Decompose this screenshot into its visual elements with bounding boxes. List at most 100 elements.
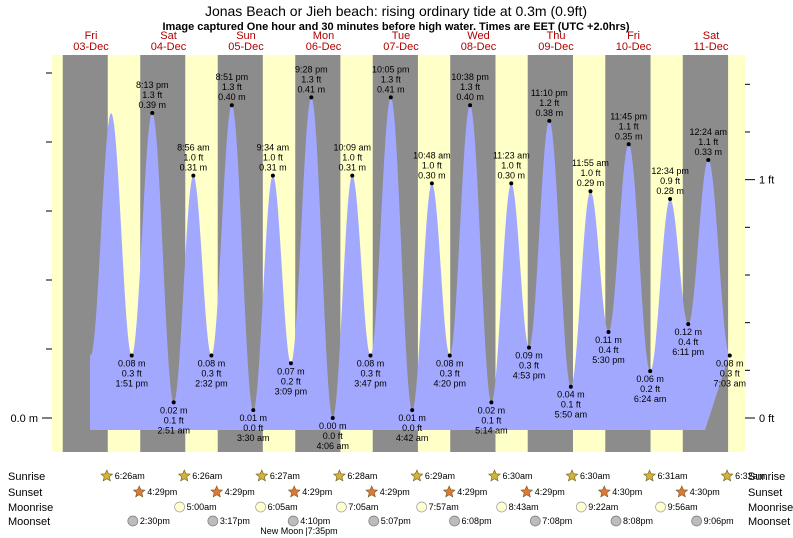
high-tide-metres: 0.41 m <box>377 84 405 94</box>
sunset-time: 4:30pm <box>690 487 720 497</box>
high-tide-point <box>706 157 711 162</box>
daylight-band <box>52 55 63 452</box>
high-tide-metres: 0.30 m <box>418 170 446 180</box>
high-tide-time: 10:38 pm <box>451 72 489 82</box>
sunrise-icon <box>332 469 346 482</box>
low-tide-feet: 0.1 ft <box>481 415 502 425</box>
high-tide-feet: 1.0 ft <box>342 153 363 163</box>
low-tide-point <box>129 353 134 358</box>
row-label-left: Moonrise <box>8 502 53 514</box>
day-date: 05-Dec <box>228 41 264 53</box>
low-tide-metres: 0.08 m <box>357 358 385 368</box>
low-tide-metres: 0.11 m <box>595 335 622 345</box>
high-tide-feet: 1.0 ft <box>183 153 204 163</box>
low-tide-point <box>368 353 373 358</box>
left-axis-label: 0.0 m <box>10 413 38 425</box>
moonrise-icon <box>575 501 587 513</box>
moonset-time: 5:07pm <box>381 516 411 526</box>
high-tide-time: 11:45 pm <box>610 111 647 121</box>
low-tide-feet: 0.4 ft <box>678 337 699 347</box>
sunrise-time: 6:26am <box>192 471 222 481</box>
low-tide-feet: 0.1 ft <box>561 400 582 410</box>
new-moon-time: |7:35pm <box>305 526 337 536</box>
sunset-time: 4:29pm <box>302 487 332 497</box>
row-label-right: Sunset <box>748 487 782 499</box>
sunrise-icon <box>565 469 579 482</box>
low-tide-point <box>606 329 611 334</box>
sunset-time: 4:29pm <box>535 487 565 497</box>
moonset-icon <box>368 515 380 527</box>
low-tide-metres: 0.12 m <box>674 327 702 337</box>
low-tide-point <box>251 408 256 413</box>
low-tide-metres: 0.09 m <box>515 351 543 361</box>
low-tide-time: 6:11 pm <box>672 347 704 357</box>
low-tide-metres: 0.02 m <box>160 405 188 415</box>
high-tide-metres: 0.31 m <box>180 163 208 173</box>
low-tide-feet: 0.0 ft <box>323 431 344 441</box>
low-tide-time: 6:24 am <box>634 394 667 404</box>
high-tide-feet: 0.9 ft <box>660 176 681 186</box>
high-tide-feet: 1.1 ft <box>698 137 719 147</box>
high-tide-time: 9:28 pm <box>295 64 328 74</box>
high-tide-point <box>191 173 196 178</box>
sun-moon-table: Sunrise Sunrise Sunset Sunset Moonrise Moonri… <box>8 469 793 536</box>
high-tide-time: 12:24 am <box>690 127 728 137</box>
sunset-time: 4:30pm <box>612 487 642 497</box>
day-date: 03-Dec <box>73 41 109 53</box>
high-tide-feet: 1.3 ft <box>301 74 322 84</box>
low-tide-metres: 0.02 m <box>478 405 506 415</box>
high-tide-metres: 0.31 m <box>339 163 367 173</box>
high-tide-time: 8:56 am <box>177 143 210 153</box>
low-tide-point <box>447 353 452 358</box>
low-tide-feet: 0.3 ft <box>440 368 461 378</box>
high-tide-point <box>547 118 552 123</box>
low-tide-time: 5:14 am <box>475 425 508 435</box>
day-date: 08-Dec <box>461 41 497 53</box>
row-label-left: Moonset <box>8 516 50 528</box>
high-tide-time: 10:05 pm <box>372 64 410 74</box>
sunrise-icon <box>177 469 191 482</box>
moonset-time: 8:08pm <box>623 516 653 526</box>
low-tide-time: 4:06 am <box>316 441 349 451</box>
high-tide-point <box>350 173 355 178</box>
high-tide-metres: 0.29 m <box>577 178 605 188</box>
moonset-icon <box>287 515 299 527</box>
low-tide-point <box>410 408 415 413</box>
sunrise-icon <box>488 469 501 482</box>
day-date: 04-Dec <box>151 41 187 53</box>
day-labels: Fri03-DecSat04-DecSun05-DecMon06-DecTue0… <box>73 30 729 53</box>
low-tide-time: 4:20 pm <box>433 378 466 388</box>
moonset-icon <box>610 515 622 527</box>
high-tide-metres: 0.33 m <box>695 147 723 157</box>
moonset-time: 3:17pm <box>220 516 250 526</box>
low-tide-time: 4:42 am <box>396 433 429 443</box>
low-tide-time: 5:50 am <box>555 410 588 420</box>
high-tide-point <box>468 103 473 108</box>
moonset-icon <box>529 515 541 527</box>
sunset-icon <box>442 485 456 498</box>
low-tide-metres: 0.08 m <box>716 358 744 368</box>
sunset-icon <box>365 485 379 498</box>
axes: 0.0 m 0 ft 1 ft <box>10 72 774 425</box>
day-date: 06-Dec <box>306 41 342 53</box>
low-tide-point <box>568 384 573 389</box>
high-tide-feet: 1.0 ft <box>501 160 522 170</box>
moonrise-icon <box>255 501 266 513</box>
high-tide-feet: 1.3 ft <box>222 82 243 92</box>
low-tide-time: 1:51 pm <box>115 378 148 388</box>
moonset-time: 9:06pm <box>704 516 734 526</box>
sunrise-icon <box>255 469 269 482</box>
moonset-icon <box>691 515 702 527</box>
sunset-icon <box>675 485 689 498</box>
sunrise-time: 6:30am <box>580 471 610 481</box>
sunset-icon <box>210 485 224 498</box>
sunrise-time: 6:31am <box>658 471 688 481</box>
day-date: 10-Dec <box>616 41 652 53</box>
low-tide-metres: 0.08 m <box>436 358 464 368</box>
low-tide-time: 3:47 pm <box>354 378 387 388</box>
row-label-left: Sunset <box>8 487 42 499</box>
moonrise-icon <box>336 501 347 513</box>
tide-points: 0.08 m0.3 ft1:51 pm8:13 pm1.3 ft0.39 m0.… <box>115 64 746 451</box>
day-date: 11-Dec <box>694 41 729 53</box>
